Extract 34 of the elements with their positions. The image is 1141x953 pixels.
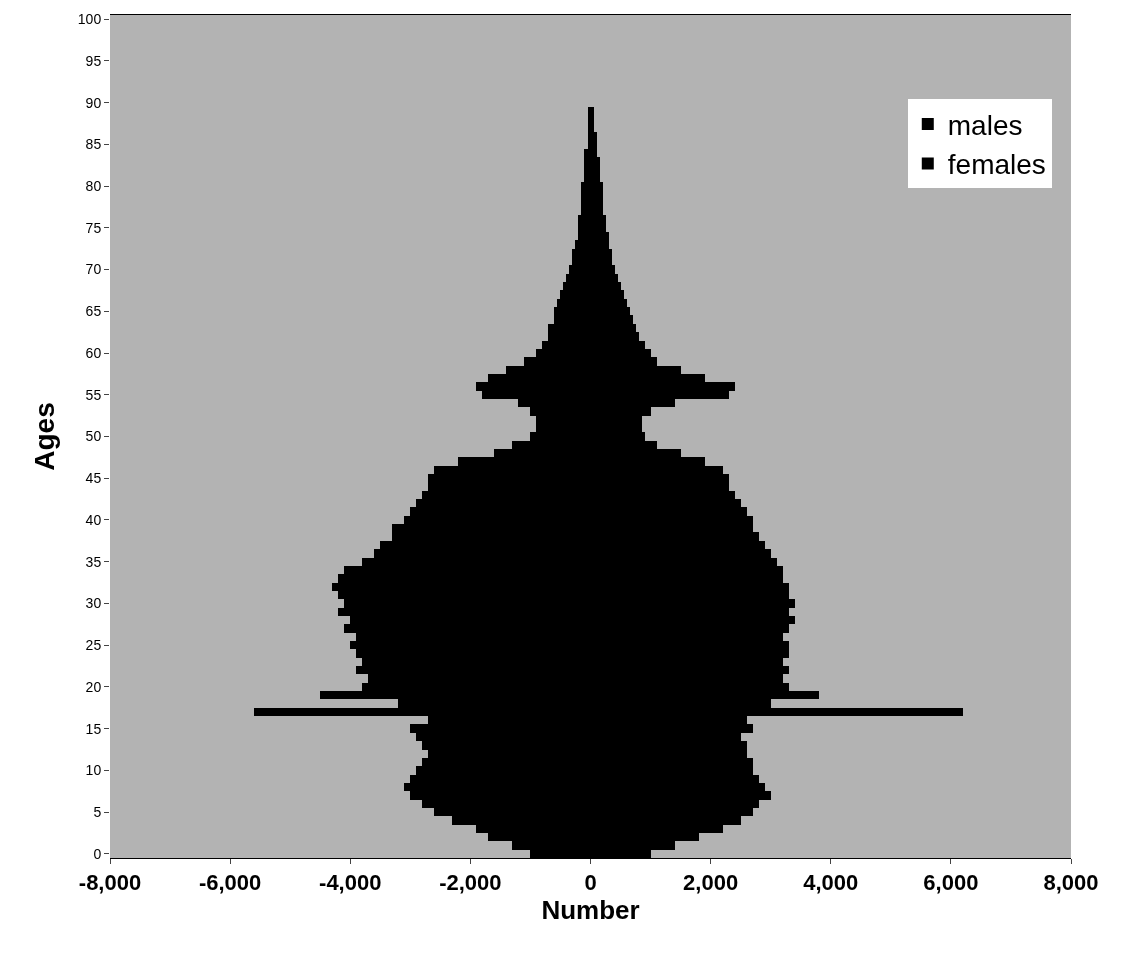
y-tick-label: 80 [85, 178, 102, 194]
y-tick-label: 95 [85, 52, 102, 69]
x-tick-label: 2,000 [683, 870, 739, 896]
y-tick-label: 90 [85, 94, 102, 111]
y-tick-label: 5 [93, 803, 102, 820]
x-tick-label: 6,000 [923, 870, 979, 896]
y-tick-label: 10 [85, 762, 102, 779]
x-axis-title: Number [541, 895, 640, 926]
y-tick-label: 70 [85, 261, 102, 278]
y-tick-label: 60 [85, 344, 102, 361]
legend-label: males [947, 109, 1023, 141]
x-tick-label: -2,000 [439, 870, 502, 896]
y-tick-label: 100 [77, 11, 102, 28]
y-tick-label: 75 [85, 219, 102, 236]
y-tick-label: 25 [85, 637, 102, 654]
y-tick-label: 85 [85, 136, 102, 153]
x-tick-label: -4,000 [319, 870, 382, 896]
y-tick-label: 45 [85, 470, 102, 487]
y-tick-label: 15 [85, 720, 102, 737]
y-tick-label: 35 [85, 553, 102, 570]
y-tick-label: 65 [85, 303, 102, 320]
y-tick-label: 20 [85, 678, 102, 695]
x-tick-label: -8,000 [78, 870, 142, 896]
legend-label: females [947, 149, 1046, 181]
x-tick-label: 4,000 [803, 870, 859, 896]
y-tick-label: 50 [85, 428, 102, 445]
y-tick-label: 55 [85, 386, 102, 403]
y-tick-label: 0 [93, 845, 102, 862]
x-tick-label: 0 [584, 870, 597, 896]
x-tick-label: -6,000 [198, 870, 262, 896]
x-tick-label: 8,000 [1043, 870, 1099, 896]
y-tick-label: 40 [85, 511, 102, 528]
y-tick-label: 30 [85, 595, 102, 612]
y-axis-title: Ages [28, 402, 60, 471]
